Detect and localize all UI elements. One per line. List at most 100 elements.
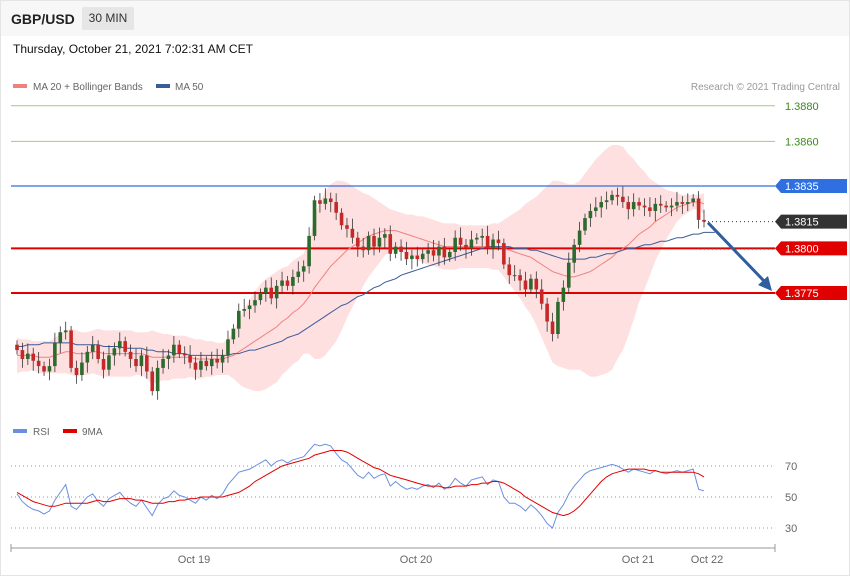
candle (155, 360, 160, 400)
candle (475, 233, 479, 244)
timeframe-button[interactable]: 30 MIN (82, 7, 134, 30)
top-bar: GBP/USD 30 MIN (0, 0, 850, 36)
bollinger-band-area (17, 145, 704, 392)
candle (534, 271, 539, 299)
rsi-legend-swatch (13, 429, 27, 433)
candle (117, 332, 122, 356)
candle (69, 325, 73, 373)
candle (220, 349, 225, 373)
level-tag-1-3775 (775, 286, 847, 300)
candle (253, 291, 257, 313)
candle (566, 252, 571, 294)
price-tags: 1.3880 1.3860 1.3835 1.3815 1.3800 1.3775 (775, 101, 847, 300)
candle (610, 190, 614, 205)
candle (604, 191, 609, 210)
rsi-tick-label-50: 50 (785, 492, 797, 504)
candle (215, 348, 219, 369)
candle (285, 276, 290, 291)
candle (523, 271, 528, 297)
candle (258, 288, 263, 305)
candle (361, 237, 366, 258)
candle (675, 191, 679, 212)
candle (334, 193, 338, 221)
candle (107, 345, 111, 376)
candle (420, 249, 425, 264)
candle (236, 303, 241, 338)
candle (74, 360, 79, 384)
candle (323, 188, 328, 210)
candle (199, 352, 203, 377)
candle (410, 249, 414, 270)
x-axis: Oct 19 Oct 20 Oct 21 Oct 22 (10, 544, 776, 566)
chart-legend: MA 20 + Bollinger Bands MA 50 Research ©… (13, 82, 840, 438)
candle (350, 218, 355, 244)
candle (42, 361, 46, 376)
candle (15, 340, 19, 355)
candle (85, 345, 90, 373)
candle (658, 195, 663, 213)
candle (529, 274, 533, 294)
level-tag-text-1-3835: 1.3835 (785, 181, 819, 193)
candle (31, 347, 36, 371)
candle (507, 257, 512, 284)
candle (226, 330, 230, 363)
symbol-label: GBP/USD (11, 11, 75, 27)
candle (485, 225, 490, 255)
candle (172, 335, 176, 363)
candle (447, 247, 452, 262)
candle (648, 197, 652, 217)
candle (383, 228, 387, 248)
candle (669, 198, 674, 217)
candle (550, 312, 555, 342)
candle (702, 209, 706, 228)
candle (339, 208, 344, 230)
candle (145, 346, 149, 379)
candle (366, 231, 371, 255)
candle (134, 348, 138, 373)
candle (594, 197, 598, 217)
candle (318, 192, 322, 213)
candle (696, 191, 701, 229)
candle (685, 193, 690, 212)
candle (161, 348, 165, 374)
candle (631, 193, 636, 217)
candle (20, 342, 25, 368)
candle (123, 336, 127, 357)
x-tick-label: Oct 21 (622, 554, 654, 566)
candle (626, 196, 631, 220)
rsi-ma-legend-swatch (63, 429, 77, 433)
ma20-legend-label: MA 20 + Bollinger Bands (33, 82, 143, 93)
candle (150, 367, 155, 396)
bollinger-bands (17, 145, 704, 392)
candle (518, 269, 522, 291)
candle (193, 356, 198, 380)
candle (502, 238, 506, 269)
level-label-1-3860: 1.3860 (785, 136, 819, 148)
candle (63, 321, 68, 340)
ma50-legend-label: MA 50 (175, 82, 204, 93)
level-tag-text-1-3800: 1.3800 (785, 243, 819, 255)
candle (328, 192, 333, 213)
candle (539, 279, 544, 310)
candle (393, 242, 398, 259)
candle (139, 349, 144, 377)
ma50-line (17, 231, 715, 356)
candle (588, 203, 593, 227)
rsi-ma-line (16, 450, 705, 517)
candle (177, 340, 182, 359)
candle (264, 280, 268, 302)
candle (247, 299, 252, 320)
rsi-tick-label-30: 30 (785, 523, 797, 535)
candle (615, 187, 620, 206)
candle (296, 261, 301, 283)
candle (242, 298, 246, 317)
candle (491, 233, 495, 259)
candle (464, 238, 468, 259)
candle (431, 240, 436, 262)
candle (280, 271, 284, 294)
rsi-tick-label-70: 70 (785, 461, 797, 473)
candle (166, 349, 171, 370)
datetime-label: Thursday, October 21, 2021 7:02:31 AM CE… (13, 42, 253, 56)
level-tag-1-3800 (775, 241, 847, 256)
